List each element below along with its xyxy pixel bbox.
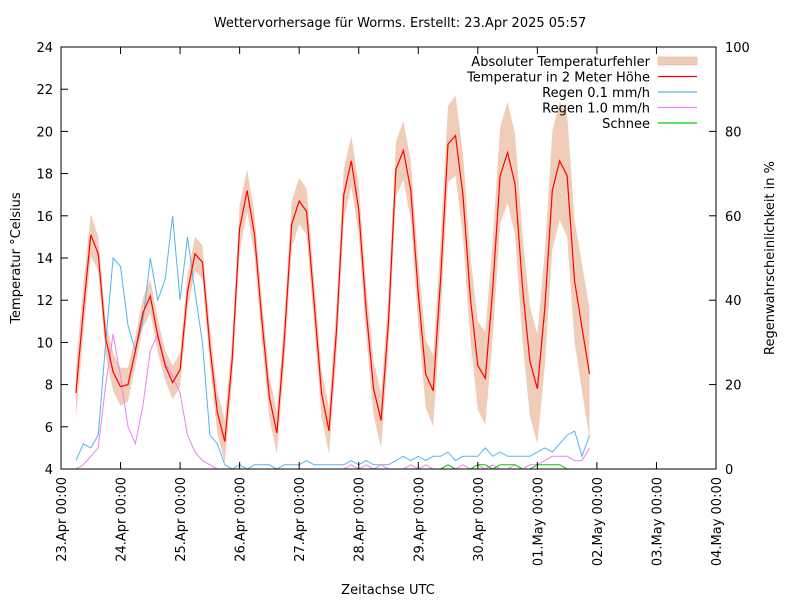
x-tick-label: 26.Apr 00:00 (234, 477, 249, 562)
chart-title: Wettervorhersage für Worms. Erstellt: 23… (214, 16, 587, 31)
x-tick-label: 25.Apr 00:00 (174, 477, 189, 562)
x-axis-label: Zeitachse UTC (341, 583, 435, 598)
legend-label: Regen 0.1 mm/h (542, 86, 650, 101)
x-tick-label: 23.Apr 00:00 (55, 477, 70, 562)
y-tick-label: 18 (36, 168, 53, 183)
series-line-regen-0-1-mm-h (75, 215, 590, 470)
x-tick-label: 24.Apr 00:00 (115, 477, 130, 562)
x-tick-label: 01.May 00:00 (531, 477, 546, 566)
y-tick-label: 24 (36, 41, 53, 56)
y2-tick-label: 100 (725, 41, 750, 56)
y2-tick-label: 60 (725, 210, 742, 225)
x-tick-label: 03.May 00:00 (650, 477, 665, 566)
y-tick-label: 14 (36, 252, 53, 267)
y-tick-label: 16 (36, 210, 53, 225)
y-tick-label: 8 (45, 379, 53, 394)
x-tick-label: 28.Apr 00:00 (353, 477, 368, 562)
y-tick-label: 20 (36, 125, 53, 140)
y-tick-label: 12 (36, 294, 53, 309)
y-axis: 4 6 8 10 12 14 16 18 20 22 24 (36, 41, 68, 478)
y2-axis: 0 20 40 60 80 100 (709, 41, 750, 478)
temperature-line (75, 134, 591, 442)
legend-label: Absoluter Temperaturfehler (471, 55, 650, 70)
legend-label: Schnee (602, 117, 650, 132)
y-tick-label: 4 (45, 463, 53, 478)
x-tick-label: 30.Apr 00:00 (472, 477, 487, 562)
y2-tick-label: 20 (725, 379, 742, 394)
y-axis-label: Temperatur °Celsius (9, 192, 24, 325)
legend-label: Regen 1.0 mm/h (542, 102, 650, 117)
y-tick-label: 6 (45, 421, 53, 436)
y2-tick-label: 40 (725, 294, 742, 309)
temperature-error-band (75, 95, 590, 463)
y2-axis-label: Regenwahrscheinlichkeit in % (763, 161, 778, 355)
x-tick-label: 29.Apr 00:00 (412, 477, 427, 562)
y2-tick-label: 80 (725, 125, 742, 140)
x-tick-label: 02.May 00:00 (591, 477, 606, 566)
y2-tick-label: 0 (725, 463, 733, 478)
y-tick-label: 22 (36, 83, 53, 98)
x-tick-label: 04.May 00:00 (710, 477, 725, 566)
x-tick-label: 27.Apr 00:00 (293, 477, 308, 562)
x-axis: 23.Apr 00:00 24.Apr 00:00 25.Apr 00:00 26.A… (55, 47, 725, 566)
legend-label: Temperatur in 2 Meter Höhe (466, 71, 650, 86)
legend-swatch (657, 56, 698, 66)
y-tick-label: 10 (36, 336, 53, 351)
